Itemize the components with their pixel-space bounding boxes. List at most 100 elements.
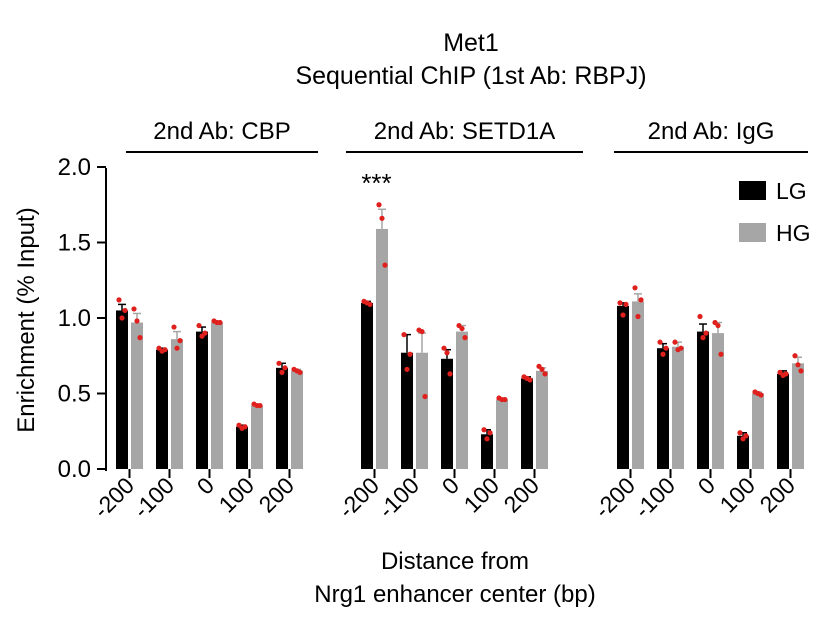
replicate-point	[715, 322, 721, 329]
replicate-point	[697, 313, 703, 320]
replicate-point	[795, 362, 801, 368]
replicate-point	[131, 306, 137, 312]
significance-annotation: ***	[361, 168, 391, 198]
y-tick-label: 2.0	[58, 154, 91, 181]
bar-hg	[632, 301, 644, 469]
replicate-point	[177, 338, 183, 344]
replicate-point	[539, 366, 545, 372]
replicate-point	[703, 330, 709, 336]
x-tick-label: -100	[629, 472, 680, 523]
chart-title: Met1	[443, 29, 499, 57]
replicate-point	[171, 324, 177, 330]
x-tick-label: 200	[499, 472, 545, 518]
replicate-point	[632, 285, 638, 291]
group-label: 2nd Ab: CBP	[153, 118, 290, 145]
chart-subtitle: Sequential ChIP (1st Ab: RBPJ)	[295, 62, 646, 90]
bar-lg	[361, 302, 373, 469]
x-tick-label: 200	[254, 472, 300, 518]
replicate-point	[279, 369, 285, 375]
y-axis-label: Enrichment (% Input)	[13, 207, 40, 432]
bar-hg	[211, 322, 223, 469]
y-tick-label: 1.0	[58, 305, 91, 332]
y-tick-label: 0.0	[58, 456, 91, 483]
replicate-point	[743, 433, 749, 439]
bar-lg	[401, 352, 413, 469]
replicate-point	[502, 396, 508, 403]
legend-swatch-lg	[739, 181, 766, 200]
y-tick-label: 0.5	[58, 381, 91, 408]
bar-hg	[131, 322, 143, 469]
x-tick-label: 0	[693, 472, 720, 499]
bar-lg	[617, 305, 629, 469]
x-tick-label: -100	[128, 472, 179, 523]
x-tick-label: -200	[88, 472, 139, 523]
replicate-point	[527, 377, 533, 383]
bars	[116, 228, 804, 469]
replicate-point	[635, 313, 641, 320]
replicate-point	[700, 335, 706, 341]
bar-hg	[456, 331, 468, 469]
x-tick-label: 100	[715, 472, 761, 518]
replicate-point	[116, 297, 122, 303]
x-tick-label: -100	[373, 472, 424, 523]
replicate-point	[367, 301, 373, 308]
replicate-point	[174, 345, 180, 351]
replicate-point	[447, 371, 453, 377]
x-tick-label: -200	[589, 472, 640, 523]
bar-lg	[116, 310, 128, 469]
group-headers: 2nd Ab: CBP 2nd Ab: SETD1A 2nd Ab: IgG	[126, 118, 808, 153]
replicate-point	[217, 319, 223, 326]
replicate-point	[376, 202, 382, 208]
x-tick-label: 0	[437, 472, 464, 499]
replicate-point	[162, 347, 168, 353]
data-points	[116, 202, 804, 442]
replicate-point	[484, 436, 490, 442]
x-axis-label-line-1: Distance from	[381, 548, 529, 575]
bar-lg	[481, 434, 493, 469]
replicate-point	[657, 339, 663, 345]
replicate-point	[401, 332, 407, 338]
replicate-point	[137, 335, 143, 341]
annotations: ***	[361, 168, 391, 198]
legend-label: LG	[776, 178, 807, 204]
replicate-point	[617, 300, 623, 306]
replicate-point	[462, 335, 468, 341]
bar-hg	[291, 370, 303, 469]
replicate-point	[119, 315, 125, 321]
replicate-point	[382, 262, 388, 268]
bar-hg	[672, 346, 684, 469]
x-tick-label: 200	[755, 472, 801, 518]
replicate-point	[404, 366, 410, 372]
x-axis-label-line-2: Nrg1 enhancer center (bp)	[314, 581, 595, 608]
bar-lg	[777, 373, 789, 469]
replicate-point	[196, 322, 202, 329]
replicate-point	[459, 325, 465, 332]
replicate-point	[542, 371, 548, 377]
replicate-point	[122, 307, 128, 314]
legend-swatch-hg	[739, 223, 766, 242]
bar-hg	[536, 370, 548, 469]
x-tick-label: -200	[333, 472, 384, 523]
bar-hg	[171, 339, 183, 469]
replicate-point	[407, 351, 413, 357]
y-ticks: 0.0 0.5 1.0 1.5 2.0	[58, 154, 106, 483]
x-tick-label: 100	[214, 472, 260, 518]
replicate-point	[638, 297, 644, 303]
bar-hg	[416, 352, 428, 469]
bar-hg	[251, 405, 263, 469]
bar-lg	[521, 378, 533, 469]
bar-lg	[236, 426, 248, 469]
group-label: 2nd Ab: IgG	[648, 118, 775, 145]
bar-hg	[752, 393, 764, 469]
replicate-point	[481, 427, 487, 433]
bar-lg	[737, 435, 749, 469]
x-tick-label: 100	[459, 472, 505, 518]
replicate-point	[678, 345, 684, 351]
replicate-point	[242, 424, 248, 430]
legend: LG HG	[739, 178, 811, 246]
replicate-point	[620, 312, 626, 318]
bar-hg	[496, 399, 508, 469]
bar-lg	[156, 349, 168, 469]
bar-hg	[376, 228, 388, 469]
